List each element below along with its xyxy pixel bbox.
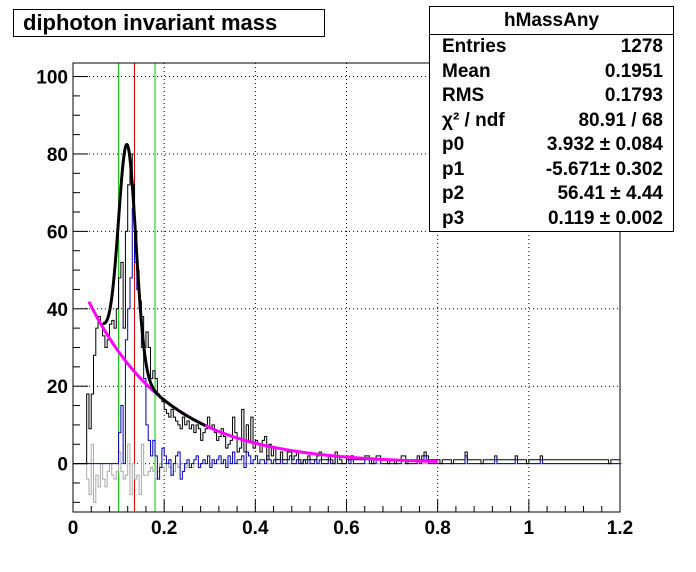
- stats-row: p0 3.932 ± 0.084: [430, 133, 673, 158]
- x-tick-label: 0.8: [424, 518, 450, 539]
- background-fit-curve: [87, 301, 438, 463]
- stats-box: hMassAny Entries 1278 Mean 0.1951 RMS 0.1793 χ…: [429, 6, 674, 232]
- stats-name: hMassAny: [430, 7, 673, 35]
- stats-row: Entries 1278: [430, 35, 673, 60]
- x-tick-label: 1: [524, 518, 535, 539]
- stats-value: 0.1793: [604, 85, 663, 106]
- stats-key: Entries: [442, 36, 507, 57]
- y-tick-label: 100: [36, 68, 68, 89]
- y-tick-label: 20: [47, 377, 68, 398]
- stats-value: 0.119 ± 0.002: [547, 207, 663, 229]
- tick-labels: 0 0.2 0.4 0.6 0.8 1 1.2 0 20 40 60 80 100: [36, 68, 633, 539]
- stats-rows: Entries 1278 Mean 0.1951 RMS 0.1793 χ² / ndf 80…: [430, 35, 673, 231]
- x-tick-label: 0: [68, 518, 79, 539]
- y-tick-label: 0: [57, 455, 68, 476]
- x-tick-label: 0.2: [151, 518, 177, 539]
- total-histogram: [73, 153, 620, 465]
- stats-row: p3 0.119 ± 0.002: [430, 207, 673, 232]
- stats-value: 56.41 ± 4.44: [557, 183, 663, 204]
- grid: [73, 63, 620, 512]
- stats-row: RMS 0.1793: [430, 84, 673, 109]
- y-tick-label: 80: [47, 145, 68, 166]
- stats-row: p1 -5.671± 0.302: [430, 158, 673, 183]
- stats-row: Mean 0.1951: [430, 60, 673, 85]
- total-fit-curve: [102, 142, 206, 427]
- x-tick-label: 1.2: [607, 518, 633, 539]
- chart-title: diphoton invariant mass: [13, 9, 325, 37]
- y-tick-label: 40: [47, 300, 68, 321]
- stats-key: Mean: [442, 60, 491, 82]
- stats-key: p1: [442, 158, 465, 180]
- stats-key: p3: [442, 207, 465, 229]
- stats-row: χ² / ndf 80.91 / 68: [430, 109, 673, 134]
- histograms: [73, 153, 623, 503]
- stats-key: χ² / ndf: [442, 109, 505, 131]
- stats-value: 0.1951: [604, 60, 663, 82]
- stats-key: p2: [442, 183, 465, 204]
- stats-value: 1278: [620, 36, 663, 57]
- stats-row: p2 56.41 ± 4.44: [430, 182, 673, 207]
- y-tick-label: 60: [47, 222, 68, 243]
- x-tick-label: 0.6: [333, 518, 359, 539]
- stats-key: RMS: [442, 85, 485, 106]
- stats-key: p0: [442, 134, 465, 155]
- stats-value: -5.671± 0.302: [545, 158, 663, 180]
- stats-value: 80.91 / 68: [578, 109, 663, 131]
- stats-value: 3.932 ± 0.084: [546, 134, 663, 155]
- x-tick-label: 0.4: [242, 518, 269, 539]
- axis-ticks: [72, 76, 621, 512]
- fit-curves: [87, 142, 438, 463]
